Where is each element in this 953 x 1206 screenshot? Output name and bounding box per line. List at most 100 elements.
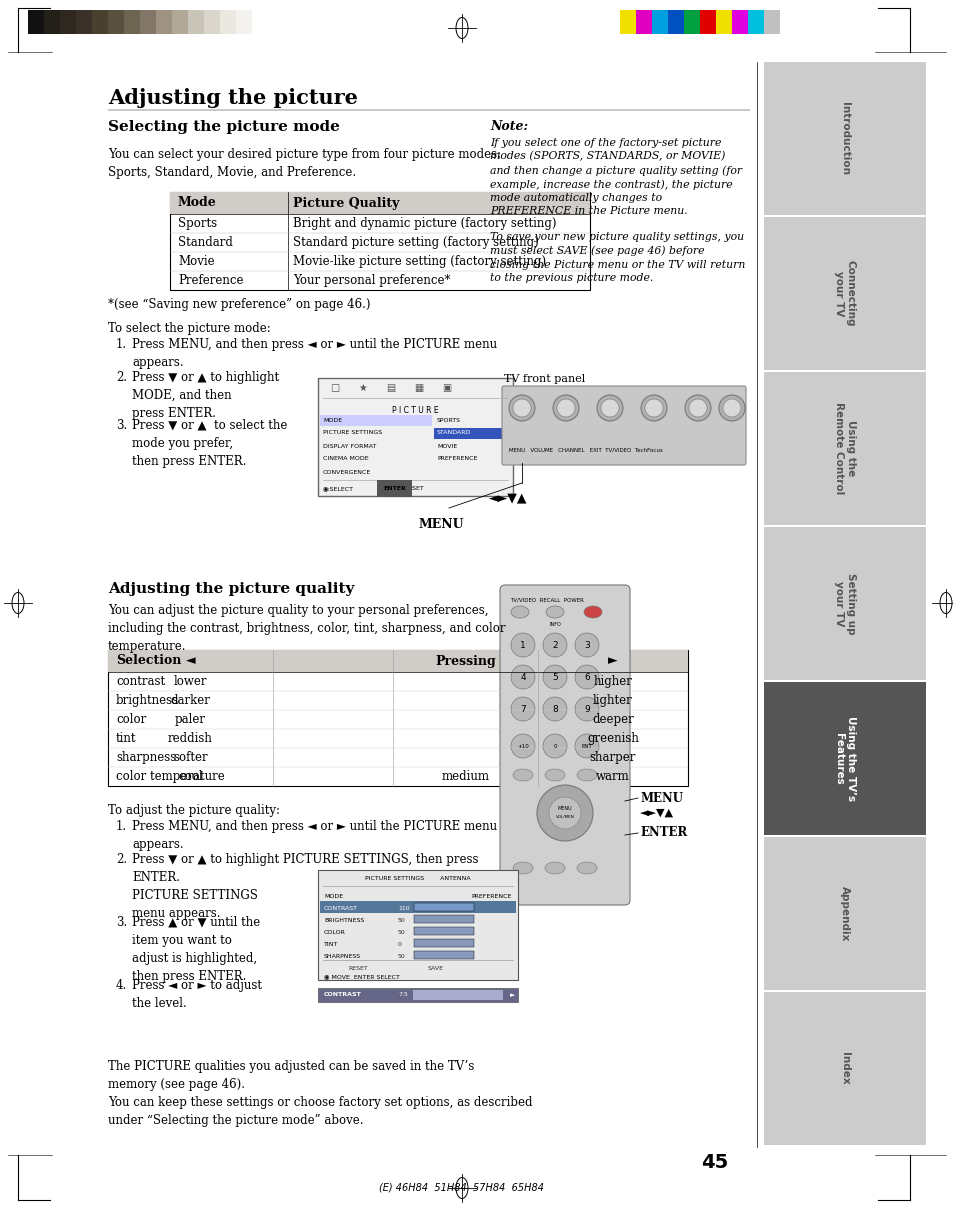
Text: DISPLAY FORMAT: DISPLAY FORMAT	[323, 444, 376, 449]
Circle shape	[722, 399, 740, 417]
Circle shape	[684, 396, 710, 421]
Bar	[651, 10, 667, 34]
Bar	[716, 10, 731, 34]
Circle shape	[513, 399, 531, 417]
Circle shape	[600, 399, 618, 417]
Bar	[763, 217, 925, 370]
Circle shape	[575, 734, 598, 759]
Circle shape	[537, 785, 593, 841]
Text: higher: higher	[593, 675, 632, 687]
Text: 3: 3	[583, 640, 589, 650]
Bar	[44, 10, 60, 34]
Text: ▦: ▦	[414, 384, 423, 393]
Circle shape	[542, 665, 566, 689]
Bar	[763, 62, 925, 215]
Circle shape	[575, 633, 598, 657]
Text: PREFERENCE: PREFERENCE	[471, 894, 512, 898]
Text: CONTRAST: CONTRAST	[324, 906, 357, 911]
Text: Mode: Mode	[178, 197, 216, 210]
Bar	[763, 993, 925, 1144]
Circle shape	[511, 697, 535, 721]
Circle shape	[719, 396, 744, 421]
Text: Press ▼ or ▲  to select the
mode you prefer,
then press ENTER.: Press ▼ or ▲ to select the mode you pref…	[132, 418, 287, 468]
Text: Index: Index	[840, 1052, 849, 1085]
Bar	[172, 10, 188, 34]
Bar	[91, 10, 108, 34]
Text: ◉:SELECT: ◉:SELECT	[323, 486, 354, 491]
Text: 45: 45	[700, 1153, 728, 1171]
Text: Press ▼ or ▲ to highlight
MODE, and then
press ENTER.: Press ▼ or ▲ to highlight MODE, and then…	[132, 371, 279, 420]
Ellipse shape	[577, 769, 597, 781]
Text: tint: tint	[116, 732, 136, 745]
Ellipse shape	[513, 862, 533, 874]
Text: color: color	[116, 713, 146, 726]
Text: If you select one of the factory-set picture
modes (SPORTS, STANDARDS, or MOVIE): If you select one of the factory-set pic…	[490, 137, 744, 283]
Text: VOL/MEN: VOL/MEN	[555, 815, 574, 819]
Text: ◄►▼▲: ◄►▼▲	[489, 491, 527, 504]
Text: SHARPNESS: SHARPNESS	[324, 954, 361, 959]
Text: Press ◄ or ► to adjust
the level.: Press ◄ or ► to adjust the level.	[132, 979, 262, 1009]
Text: Your personal preference*: Your personal preference*	[293, 274, 450, 287]
Text: 3.: 3.	[116, 917, 127, 929]
Circle shape	[548, 797, 580, 829]
Text: 2.: 2.	[116, 371, 127, 384]
Bar	[619, 10, 636, 34]
Text: ENTER: ENTER	[382, 486, 405, 491]
Text: 6: 6	[583, 673, 589, 681]
Text: Introduction: Introduction	[840, 103, 849, 175]
Text: 2.: 2.	[116, 853, 127, 866]
Bar	[317, 988, 517, 1002]
Bar	[170, 192, 589, 213]
Text: Press MENU, and then press ◄ or ► until the PICTURE menu
appears.: Press MENU, and then press ◄ or ► until …	[132, 820, 497, 851]
Text: CONVERGENCE: CONVERGENCE	[323, 469, 371, 474]
Bar	[60, 10, 76, 34]
Text: reddish: reddish	[168, 732, 213, 745]
Text: ENT: ENT	[581, 744, 592, 749]
Bar	[317, 870, 517, 980]
Bar	[76, 10, 91, 34]
Circle shape	[640, 396, 666, 421]
Ellipse shape	[545, 605, 563, 617]
Circle shape	[597, 396, 622, 421]
Text: Sports: Sports	[178, 217, 217, 230]
Text: Using the
Remote Control: Using the Remote Control	[833, 403, 855, 494]
Text: ◉ MOVE  ENTER SELECT: ◉ MOVE ENTER SELECT	[324, 974, 399, 979]
Bar	[235, 10, 252, 34]
Text: ▤: ▤	[386, 384, 395, 393]
Text: Selection: Selection	[116, 655, 181, 667]
Circle shape	[542, 697, 566, 721]
Bar	[156, 10, 172, 34]
Bar	[763, 371, 925, 525]
Text: color temperature: color temperature	[116, 769, 225, 783]
Bar	[414, 915, 474, 923]
Text: ▣: ▣	[441, 384, 451, 393]
Bar	[414, 927, 474, 935]
Text: P I C T U R E: P I C T U R E	[392, 406, 438, 415]
Circle shape	[575, 697, 598, 721]
Bar	[220, 10, 235, 34]
Text: 50: 50	[397, 918, 405, 923]
Text: RESET: RESET	[348, 966, 367, 971]
Text: greenish: greenish	[586, 732, 639, 745]
Text: MOVIE: MOVIE	[436, 444, 456, 449]
Text: ★: ★	[357, 384, 366, 393]
Text: You can keep these settings or choose factory set options, as described
under “S: You can keep these settings or choose fa…	[108, 1096, 532, 1126]
Text: ENTER: ENTER	[639, 826, 686, 839]
Bar	[434, 428, 503, 439]
Text: Setting up
your TV: Setting up your TV	[833, 573, 855, 634]
Circle shape	[575, 665, 598, 689]
Text: 0: 0	[397, 942, 401, 947]
Ellipse shape	[513, 769, 533, 781]
Bar	[108, 650, 687, 786]
Text: Preference: Preference	[178, 274, 243, 287]
Text: paler: paler	[174, 713, 206, 726]
Circle shape	[511, 734, 535, 759]
Circle shape	[511, 633, 535, 657]
Text: CINEMA MODE: CINEMA MODE	[323, 457, 368, 462]
Text: INFO: INFO	[549, 622, 560, 627]
Text: softer: softer	[173, 751, 208, 763]
Text: You can adjust the picture quality to your personal preferences,
including the c: You can adjust the picture quality to yo…	[108, 604, 505, 652]
Bar	[124, 10, 140, 34]
Ellipse shape	[583, 605, 601, 617]
Text: SAVE: SAVE	[428, 966, 443, 971]
